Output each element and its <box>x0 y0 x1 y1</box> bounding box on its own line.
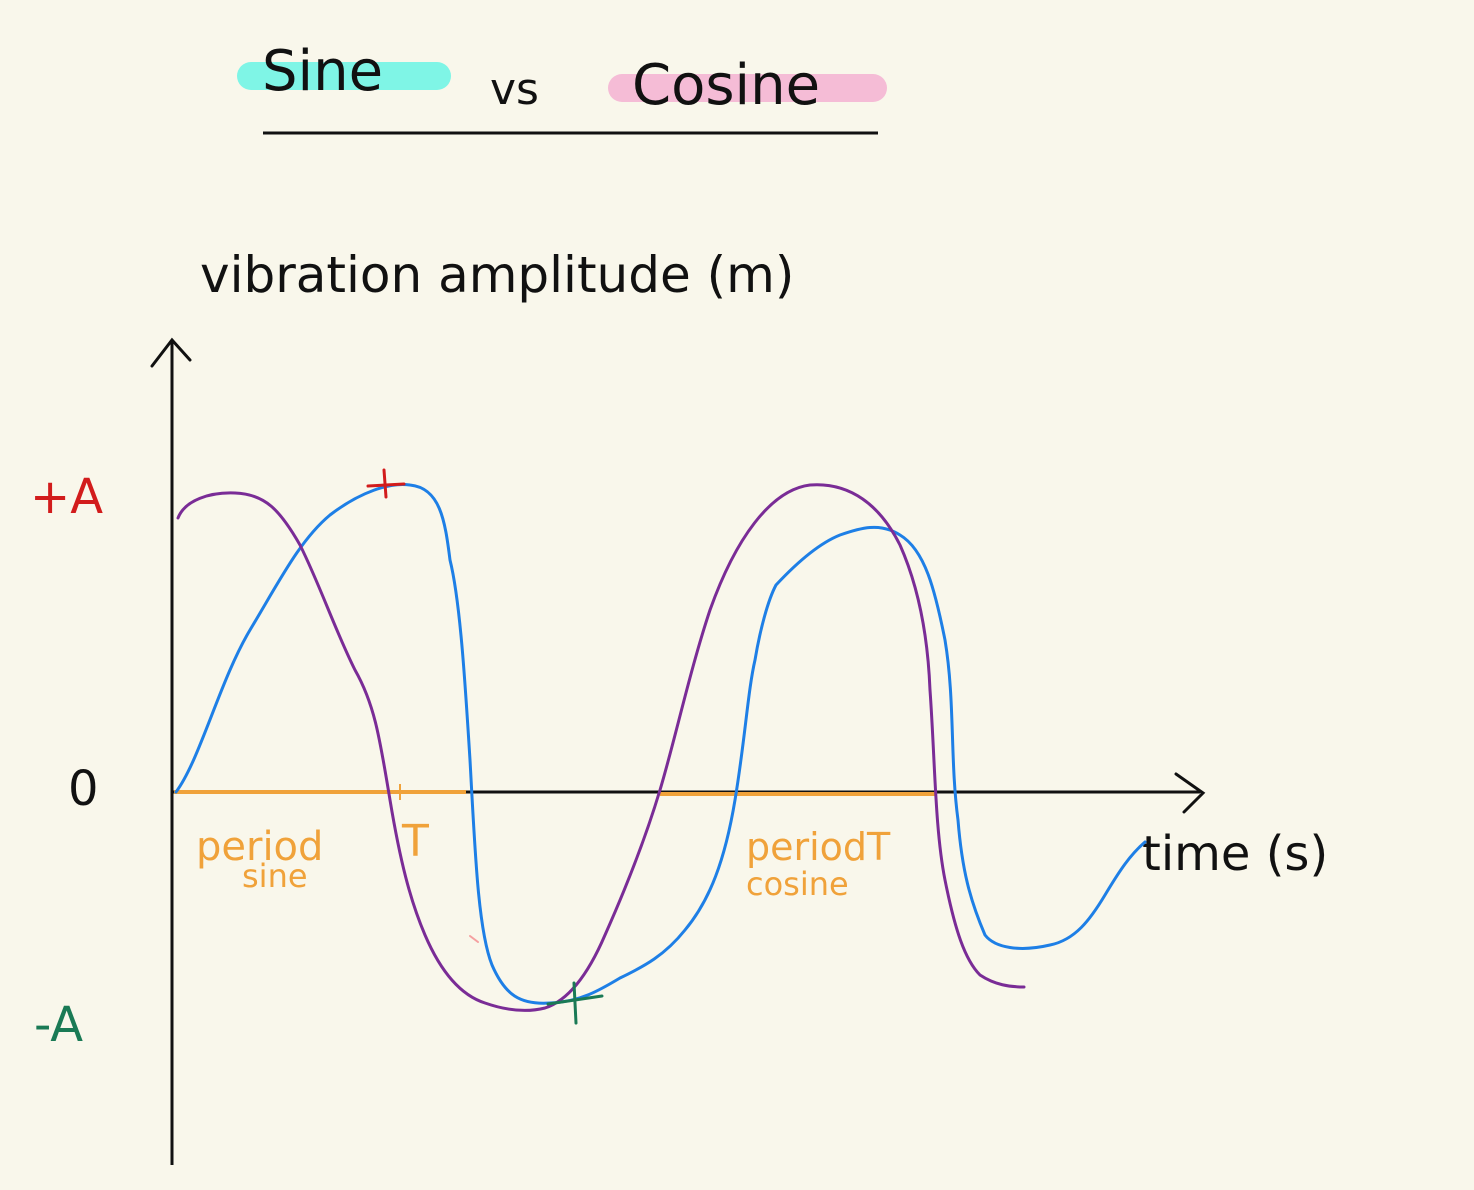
period-cosine-label: periodT <box>746 825 891 869</box>
title-vs: vs <box>490 64 539 115</box>
tick-zero: 0 <box>68 761 99 817</box>
tick-plus-a: +A <box>30 469 103 525</box>
cosine-highlight <box>608 74 887 102</box>
period-sine-sublabel: sine <box>242 857 308 895</box>
title-cosine: Cosine <box>632 53 820 118</box>
period-cosine-sublabel: cosine <box>746 865 849 903</box>
cosine-curve <box>176 483 1026 1012</box>
period-sine-T: T <box>401 816 429 867</box>
sine-highlight <box>237 62 451 90</box>
x-axis-arrowhead <box>1174 772 1206 814</box>
period-sine-label: period <box>196 824 323 870</box>
x-axis-label: time (s) <box>1142 826 1328 882</box>
sine-curve <box>174 482 1147 1005</box>
title-sine: Sine <box>262 39 383 104</box>
y-axis-label: vibration amplitude (m) <box>200 246 794 304</box>
y-axis-arrowhead <box>150 337 192 368</box>
tick-minus-a: -A <box>34 997 83 1053</box>
plus-a-marker <box>366 468 406 499</box>
minus-a-marker <box>546 981 604 1025</box>
stray-mark <box>469 935 479 943</box>
